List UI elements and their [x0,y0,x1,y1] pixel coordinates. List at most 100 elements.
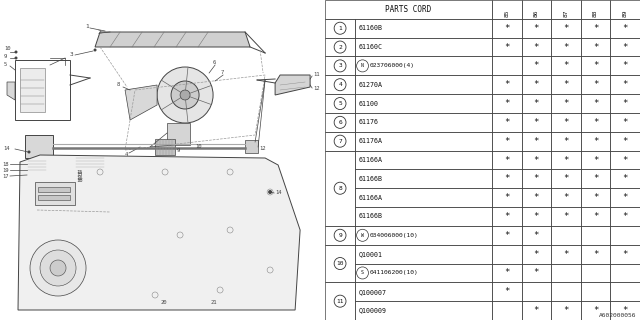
Text: 61176: 61176 [358,119,378,125]
Bar [355,94,492,113]
Text: 3: 3 [338,63,342,68]
Text: *: * [623,43,628,52]
Text: 61166A: 61166A [358,157,382,163]
Text: 7: 7 [221,70,225,76]
Text: 61100: 61100 [358,100,378,107]
Text: 4: 4 [125,153,128,157]
Text: *: * [534,193,539,202]
Text: *: * [563,137,569,146]
Bar [551,113,581,132]
Text: *: * [623,80,628,89]
Text: *: * [504,99,509,108]
Polygon shape [95,32,250,47]
Bar [551,226,581,245]
Bar [355,264,492,282]
Bar [522,301,551,320]
Bar [551,0,581,19]
Circle shape [268,190,272,194]
Bar [522,245,551,264]
Text: *: * [593,193,598,202]
Bar [355,132,492,151]
Text: 12: 12 [259,146,266,150]
Text: *: * [563,118,569,127]
Text: *: * [563,212,569,221]
Bar [355,245,492,264]
Bar [581,207,611,226]
Text: *: * [534,306,539,315]
Text: *: * [504,287,509,296]
Bar [38,187,70,192]
Text: 16: 16 [76,175,83,180]
Circle shape [15,51,17,53]
Bar [611,56,640,75]
Text: 21: 21 [210,300,216,305]
Bar [522,0,551,19]
Bar [355,75,492,94]
Bar [611,19,640,38]
Bar [551,188,581,207]
Text: *: * [504,268,509,277]
Bar [581,245,611,264]
Polygon shape [27,162,47,170]
Bar [581,56,611,75]
Polygon shape [7,82,15,100]
Text: *: * [534,212,539,221]
Bar [492,113,522,132]
Text: *: * [563,61,569,70]
Text: 89: 89 [623,9,628,17]
Bar [551,19,581,38]
Text: *: * [504,156,509,164]
Bar [611,38,640,56]
Bar [522,282,551,301]
Polygon shape [125,85,157,120]
Bar [611,169,640,188]
Polygon shape [18,155,300,310]
Polygon shape [275,75,310,95]
Bar [355,207,492,226]
Bar [325,75,355,94]
Bar [155,139,175,155]
Bar [522,113,551,132]
Text: 041106200(10): 041106200(10) [370,270,419,276]
Bar [581,169,611,188]
Text: *: * [623,99,628,108]
Bar [551,264,581,282]
Text: 9: 9 [338,233,342,238]
Text: *: * [504,43,509,52]
Bar [611,0,640,19]
Text: 7: 7 [338,139,342,144]
Text: *: * [534,137,539,146]
Text: *: * [623,193,628,202]
Text: *: * [623,156,628,164]
Bar [492,301,522,320]
Bar [325,226,355,245]
Bar [492,188,522,207]
Bar [611,75,640,94]
Text: *: * [563,250,569,259]
Text: *: * [504,231,509,240]
Text: *: * [593,250,598,259]
Bar [492,19,522,38]
Bar [611,188,640,207]
Bar [492,282,522,301]
Text: Q10001: Q10001 [358,251,382,257]
Text: *: * [534,43,539,52]
Text: *: * [534,80,539,89]
Text: *: * [563,156,569,164]
Bar [581,19,611,38]
Bar [522,94,551,113]
Bar [581,94,611,113]
Bar [492,169,522,188]
Text: 10: 10 [337,261,344,266]
Bar [581,151,611,169]
Text: 11: 11 [337,299,344,304]
Bar [611,301,640,320]
Bar [581,75,611,94]
Circle shape [28,150,31,154]
Circle shape [30,240,86,296]
Bar [325,56,355,75]
Text: 10: 10 [195,145,202,149]
Bar [581,132,611,151]
Circle shape [40,250,76,286]
Bar [611,226,640,245]
